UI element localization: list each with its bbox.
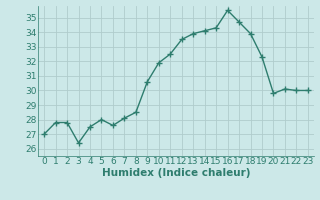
X-axis label: Humidex (Indice chaleur): Humidex (Indice chaleur) (102, 168, 250, 178)
